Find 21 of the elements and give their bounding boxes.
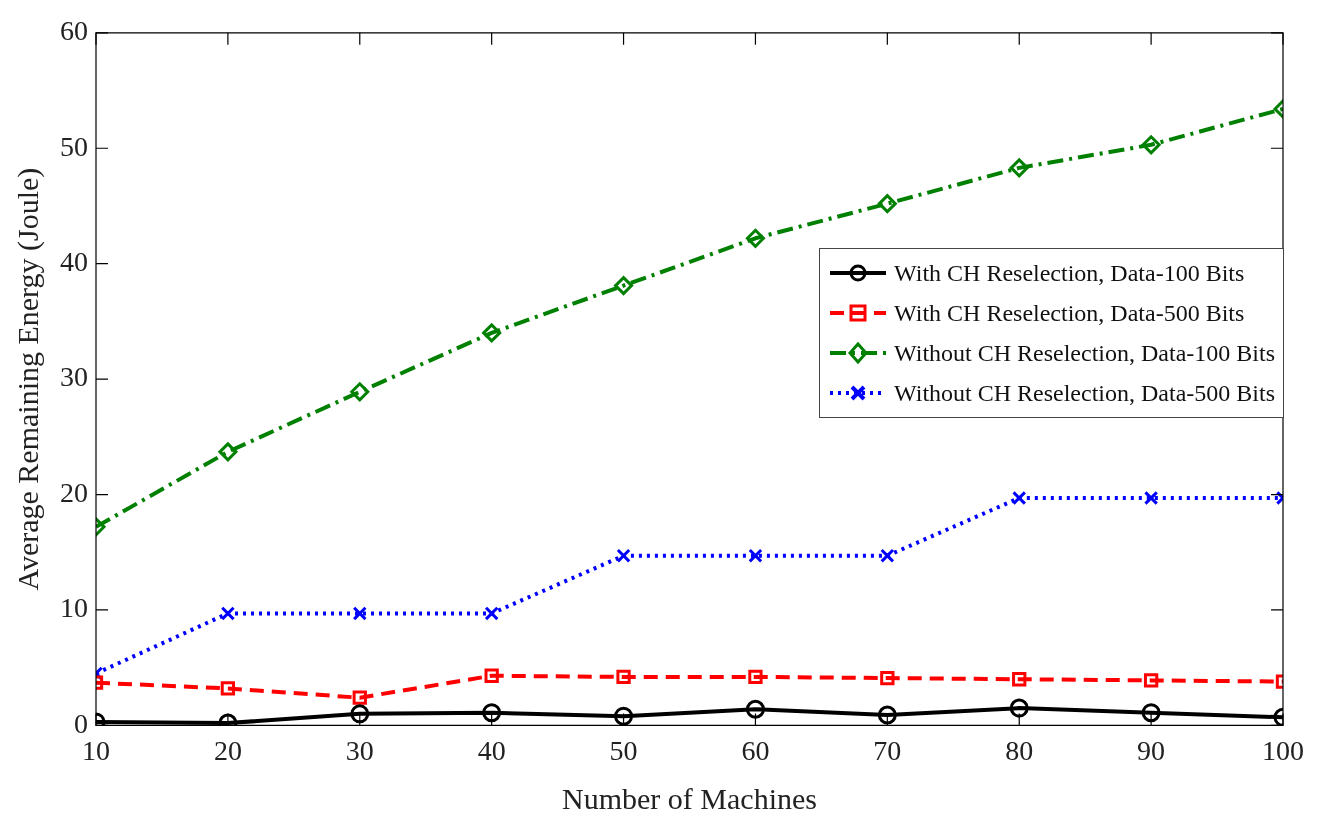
y-tick-label: 10 (60, 592, 88, 624)
legend-label: With CH Reselection, Data-100 Bits (894, 259, 1245, 287)
x-tick-label: 100 (1262, 734, 1304, 766)
x-tick-label: 30 (345, 734, 374, 766)
x-tick-label: 50 (609, 734, 638, 766)
y-axis-title: Average Remaining Energy (Joule) (10, 167, 45, 591)
y-tick-label: 20 (60, 476, 88, 508)
y-tick-label: 30 (60, 361, 88, 393)
legend-label: Without CH Reselection, Data-100 Bits (894, 339, 1275, 367)
x-tick-label: 90 (1137, 734, 1166, 766)
legend-label: With CH Reselection, Data-500 Bits (894, 299, 1245, 327)
x-tick-label: 20 (213, 734, 242, 766)
x-tick-label: 80 (1005, 734, 1034, 766)
x-axis-title: Number of Machines (562, 781, 817, 815)
y-tick-label: 40 (60, 246, 88, 278)
legend-label: Without CH Reselection, Data-500 Bits (894, 379, 1275, 407)
y-tick-label: 60 (60, 15, 88, 47)
x-tick-label: 60 (741, 734, 770, 766)
y-tick-label: 50 (60, 130, 88, 162)
x-tick-label: 70 (873, 734, 902, 766)
x-tick-label: 40 (477, 734, 506, 766)
